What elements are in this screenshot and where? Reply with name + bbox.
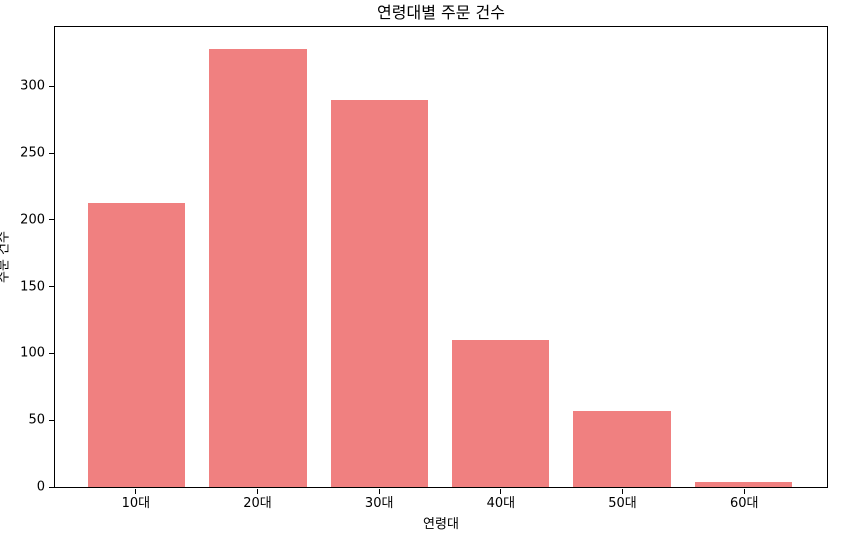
- bar-20대: [209, 48, 307, 487]
- x-tick-label: 50대: [608, 496, 637, 511]
- y-tick-label: 100: [20, 345, 45, 361]
- y-tick-mark: [49, 352, 54, 354]
- x-tick: 10대: [75, 489, 197, 511]
- y-tick-mark: [49, 419, 54, 421]
- x-tick: 40대: [440, 489, 562, 511]
- bar-50대: [573, 410, 671, 487]
- y-tick-mark: [49, 219, 54, 221]
- x-tick-mark: [622, 489, 624, 494]
- x-tick: 30대: [318, 489, 440, 511]
- bar-40대: [452, 340, 550, 487]
- y-tick-mark: [49, 486, 54, 488]
- x-tick-label: 30대: [364, 496, 394, 511]
- y-tick-mark: [49, 286, 54, 288]
- plot-area: [54, 26, 828, 488]
- bar-slot: [197, 27, 318, 487]
- x-tick-label: 20대: [243, 496, 272, 511]
- y-tick-mark: [49, 85, 54, 87]
- bar-slot: [76, 27, 197, 487]
- x-tick-mark: [743, 489, 745, 494]
- x-tick-mark: [500, 489, 502, 494]
- bar-60대: [694, 481, 792, 487]
- x-tick: 20대: [197, 489, 319, 511]
- chart-title: 연령대별 주문 건수: [377, 3, 505, 22]
- y-tick-label: 150: [20, 279, 45, 295]
- y-axis-ticks: 0 50 100 150 200 250 300: [0, 27, 54, 494]
- bar-slot: [561, 27, 682, 487]
- y-tick-mark: [49, 152, 54, 154]
- bar-slot: [683, 27, 804, 487]
- x-tick: 60대: [683, 489, 805, 511]
- y-tick-label: 300: [20, 78, 45, 94]
- bar-slot: [319, 27, 440, 487]
- x-tick-label: 40대: [486, 496, 516, 511]
- x-axis-ticks: 10대 20대 30대 40대 50대 60대: [75, 489, 805, 511]
- x-tick-mark: [257, 489, 258, 494]
- x-tick-label: 10대: [121, 496, 151, 511]
- bar-30대: [330, 99, 428, 487]
- bars-container: [55, 27, 827, 487]
- y-tick-label: 250: [20, 145, 45, 161]
- y-tick-label: 0: [36, 479, 45, 495]
- x-axis-label: 연령대: [423, 517, 459, 532]
- bar-slot: [440, 27, 561, 487]
- x-tick: 50대: [562, 489, 684, 511]
- x-tick-mark: [378, 489, 380, 494]
- y-tick-label: 200: [20, 212, 45, 228]
- bar-10대: [88, 202, 186, 487]
- y-tick-label: 50: [28, 412, 45, 428]
- x-tick-mark: [135, 489, 137, 494]
- x-tick-label: 60대: [729, 496, 759, 511]
